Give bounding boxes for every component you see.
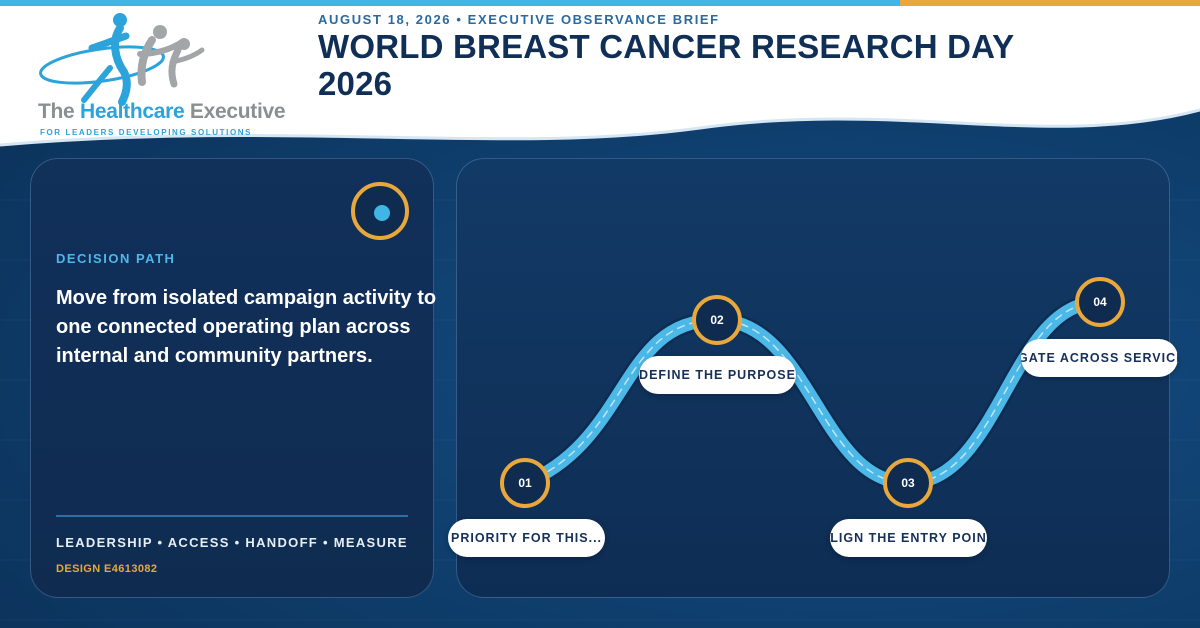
top-accent-bar-blue <box>0 0 900 6</box>
decision-path-label: DECISION PATH <box>56 251 176 266</box>
top-accent-bar-gold <box>900 0 1200 6</box>
people-figures-logo-icon <box>39 13 205 106</box>
logo-name: The Healthcare Executive <box>38 100 286 123</box>
target-icon <box>351 182 409 240</box>
step-label-01: PRIORITY FOR THIS... <box>448 519 605 557</box>
step-label-03: LIGN THE ENTRY POIN <box>830 519 987 557</box>
step-node-04: 04 <box>1075 277 1125 327</box>
focus-tags: LEADERSHIP • ACCESS • HANDOFF • MEASURE <box>56 535 408 550</box>
logo-tagline: FOR LEADERS DEVELOPING SOLUTIONS <box>40 128 253 137</box>
page-title: WORLD BREAST CANCER RESEARCH DAY 2026 <box>318 28 1014 102</box>
step-label-02: DEFINE THE PURPOSE <box>639 356 796 394</box>
target-center-dot <box>374 205 390 221</box>
card-divider <box>56 515 408 517</box>
step-label-04: VIGATE ACROSS SERVICES <box>1021 339 1178 377</box>
header-background <box>0 0 1200 147</box>
design-code: DESIGN E4613082 <box>56 563 158 575</box>
step-node-03: 03 <box>883 458 933 508</box>
decision-path-body: Move from isolated campaign activity to … <box>56 287 437 367</box>
path-centerline <box>524 301 1101 484</box>
step-node-02: 02 <box>692 295 742 345</box>
header-eyebrow: AUGUST 18, 2026 • EXECUTIVE OBSERVANCE B… <box>318 12 720 27</box>
step-node-01: 01 <box>500 458 550 508</box>
